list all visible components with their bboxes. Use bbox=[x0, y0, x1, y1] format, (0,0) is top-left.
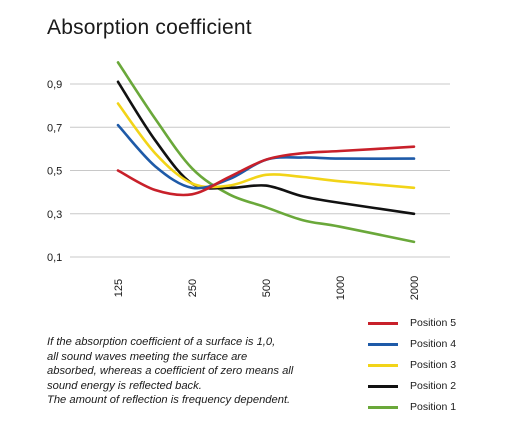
x-tick-label: 125 bbox=[113, 279, 125, 297]
x-tick-label: 1000 bbox=[335, 276, 347, 300]
y-tick-label: 0,5 bbox=[47, 166, 62, 178]
series-lines bbox=[116, 61, 416, 244]
chart-title: Absorption coefficient bbox=[47, 16, 252, 39]
legend-swatch bbox=[368, 406, 398, 409]
absorption-chart: 0,9 0,7 0,5 0,3 0,1 125 250 500 1000 2000 bbox=[47, 61, 450, 300]
legend-item-position-4: Position 4 bbox=[368, 338, 508, 352]
legend-label: Position 3 bbox=[410, 359, 457, 371]
x-tick-label: 2000 bbox=[409, 276, 421, 300]
note-line: sound energy is reflected back. bbox=[47, 379, 202, 392]
y-tick-label: 0,1 bbox=[47, 252, 62, 264]
y-tick-label: 0,7 bbox=[47, 122, 62, 134]
series-line-position-5 bbox=[116, 145, 416, 197]
grid-lines bbox=[70, 83, 450, 258]
chart-note: If the absorption coefficient of a surfa… bbox=[47, 335, 357, 408]
legend-item-position-1: Position 1 bbox=[368, 401, 508, 415]
series-line-position-1 bbox=[116, 61, 416, 244]
note-line: The amount of reflection is frequency de… bbox=[47, 394, 291, 407]
note-line: If the absorption coefficient of a surfa… bbox=[47, 336, 276, 348]
legend-swatch bbox=[368, 322, 398, 325]
legend-item-position-5: Position 5 bbox=[368, 317, 508, 331]
note-line: all sound waves meeting the surface are bbox=[47, 350, 248, 363]
legend-item-position-2: Position 2 bbox=[368, 380, 508, 394]
x-tick-label: 250 bbox=[187, 279, 199, 297]
series-line-position-3 bbox=[116, 102, 416, 190]
y-tick-label: 0,3 bbox=[47, 209, 62, 221]
legend-item-position-3: Position 3 bbox=[368, 359, 508, 373]
legend-swatch bbox=[368, 364, 398, 367]
legend-label: Position 2 bbox=[410, 380, 457, 392]
y-tick-labels: 0,9 0,7 0,5 0,3 0,1 bbox=[47, 79, 62, 264]
series-line-position-4 bbox=[116, 123, 416, 190]
legend-swatch bbox=[368, 343, 398, 346]
legend-label: Position 5 bbox=[410, 317, 457, 329]
legend-swatch bbox=[368, 385, 398, 388]
x-tick-label: 500 bbox=[261, 279, 273, 297]
series-line-position-2 bbox=[116, 80, 416, 216]
x-tick-labels: 125 250 500 1000 2000 bbox=[113, 276, 421, 300]
y-tick-label: 0,9 bbox=[47, 79, 62, 91]
legend-label: Position 4 bbox=[410, 338, 457, 350]
legend-label: Position 1 bbox=[410, 401, 457, 413]
note-line: absorbed, whereas a coefficient of zero … bbox=[47, 365, 294, 378]
